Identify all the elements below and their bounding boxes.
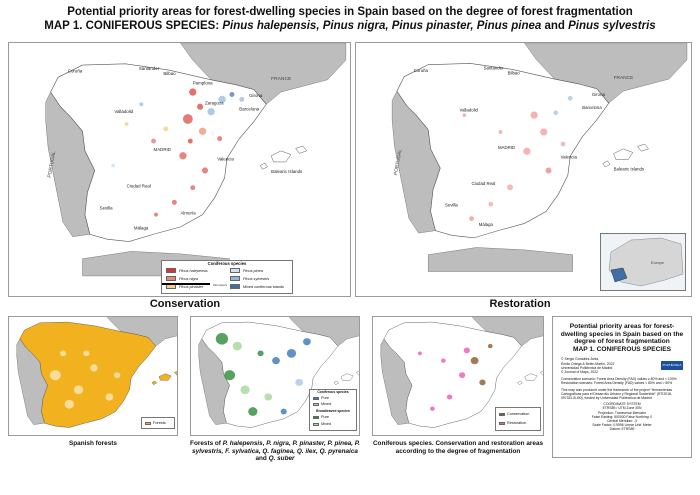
crs-block: COORDINATE SYSTEM ETRS89 / UTM Zone 30N …: [591, 402, 653, 432]
legend-item: Pure: [313, 415, 329, 419]
city-label: Ciudad Real: [127, 184, 151, 189]
city-label: Zaragoza: [205, 100, 224, 105]
legend-item: Pinus nigra: [166, 276, 198, 281]
legend-item: Mixed: [313, 402, 331, 406]
forests-legend: Forests: [141, 417, 175, 429]
europe-inset: Europe: [600, 233, 686, 291]
upm-logo: POLITÉCNICA: [661, 361, 683, 371]
map-subtitle: MAP 1. CONIFEROUS SPECIES: Pinus halepen…: [44, 20, 656, 32]
species-forests-map: Coniferous species Pure Mixed Broadleave…: [190, 316, 360, 436]
legend-swatch: [499, 421, 505, 425]
species-legend: Coniferous species Pinus halepensis Pinu…: [161, 260, 293, 294]
label-portugal: PORTUGAL: [393, 148, 404, 175]
scale-bar-graphic: [162, 283, 210, 285]
scale-unit: Kilometers: [213, 283, 228, 287]
legend-swatch: [166, 268, 176, 273]
credits: © Sergio González-Ávila, Emilio Ortega &…: [561, 357, 615, 374]
legend-item: Pinus sylvestris: [230, 276, 269, 281]
legend-item: Mixed: [313, 422, 331, 426]
credits-row: © Sergio González-Ávila, Emilio Ortega &…: [553, 357, 691, 374]
city-label: Girona: [249, 93, 263, 98]
legend-title: Coniferous species: [207, 261, 247, 266]
city-label: Valladolid: [460, 108, 479, 113]
legend-item: Forests: [145, 421, 166, 425]
legend-swatch: [313, 422, 319, 426]
caption-spanish-forests: Spanish forests: [69, 440, 117, 447]
species-forests-legend: Coniferous species Pure Mixed Broadleave…: [309, 389, 357, 431]
city-label: Málaga: [134, 225, 149, 230]
city-label: Santander: [484, 65, 505, 70]
city-label: MADRID: [154, 147, 171, 152]
legend-swatch: [499, 412, 505, 416]
legend-item: Conservation: [499, 412, 529, 416]
city-label: Valladolid: [114, 109, 133, 114]
legend-title: Coniferous species: [317, 390, 349, 394]
label-france: FRANCE: [614, 75, 634, 81]
legend-swatch: [313, 396, 319, 400]
city-label: Bilbao: [508, 70, 521, 75]
city-label: Valencia: [561, 154, 578, 159]
legend-item: Restoration: [499, 421, 526, 425]
legend-swatch: [230, 268, 240, 273]
legend-item: Pinus pinea: [230, 268, 263, 273]
balearic-label: Balearic Islands: [271, 169, 303, 174]
legend-item: Mixed coniferous stands: [230, 284, 284, 289]
section-conservation: Conservation: [149, 298, 221, 310]
city-label: Valencia: [217, 157, 234, 162]
spanish-forests-map: Forests: [8, 316, 178, 436]
city-label: Sevilla: [445, 203, 458, 208]
notes: Conservation scenario: Forest Area Densi…: [561, 377, 677, 400]
conservation-main-map: FRANCE PORTUGAL Coruña Santander Bilbao …: [8, 42, 351, 297]
inset-label: Europe: [651, 260, 665, 265]
caption-species-forests: Forests of P. halepensis, P. nigra, P. p…: [190, 440, 360, 463]
legend-swatch: [230, 276, 240, 281]
legend-title: Broadleaved species: [316, 409, 350, 413]
city-label: Málaga: [479, 222, 494, 227]
restoration-patches: [462, 95, 573, 222]
section-restoration: Restoration: [489, 298, 551, 310]
info-title: Potential priority areas for forest-dwel…: [560, 323, 684, 346]
cons-rest-legend: Conservation Restoration: [495, 407, 541, 431]
caption-cons-rest: Coniferous species. Conservation and res…: [372, 440, 544, 455]
legend-swatch: [166, 276, 176, 281]
legend-swatch: [230, 284, 240, 289]
city-label: Barcelona: [582, 105, 602, 110]
legend-swatch: [313, 402, 319, 406]
city-label: Ciudad Real: [472, 181, 496, 186]
map-title-block: Potential priority areas for forest-dwel…: [0, 6, 700, 33]
legend-swatch: [313, 415, 319, 419]
conservation-map-svg: FRANCE PORTUGAL Coruña Santander Bilbao …: [9, 43, 350, 296]
city-label: Barcelona: [239, 106, 259, 111]
conservation-restoration-map: Conservation Restoration: [372, 316, 544, 436]
restoration-main-map: FRANCE PORTUGAL Coruña Santander Bilbao …: [355, 42, 692, 297]
city-label: Santander: [139, 66, 160, 71]
label-portugal: PORTUGAL: [47, 150, 58, 178]
map-title: Potential priority areas for forest-dwel…: [67, 6, 633, 18]
city-label: Bilbao: [163, 71, 176, 76]
species-patches: [111, 88, 245, 217]
city-label: MADRID: [498, 145, 515, 150]
city-label: Sevilla: [100, 206, 114, 211]
city-label: Coruña: [414, 68, 429, 73]
city-label: Pamplona: [193, 81, 213, 86]
info-subtitle: MAP 1. CONIFEROUS SPECIES: [572, 345, 672, 353]
info-panel: Potential priority areas for forest-dwel…: [552, 316, 692, 458]
city-label: Girona: [592, 92, 606, 97]
city-label: Almería: [181, 211, 197, 216]
legend-item: Pinus halepensis: [166, 268, 208, 273]
legend-swatch: [145, 421, 151, 425]
label-france: FRANCE: [271, 76, 292, 82]
europe-inset-svg: Europe: [608, 237, 684, 287]
forests-map-svg: [9, 317, 177, 435]
scale-bar-main: Kilometers: [162, 283, 227, 287]
legend-item: Pure: [313, 396, 329, 400]
balearic-label: Balearic Islands: [614, 167, 645, 172]
city-label: Coruña: [68, 68, 83, 73]
